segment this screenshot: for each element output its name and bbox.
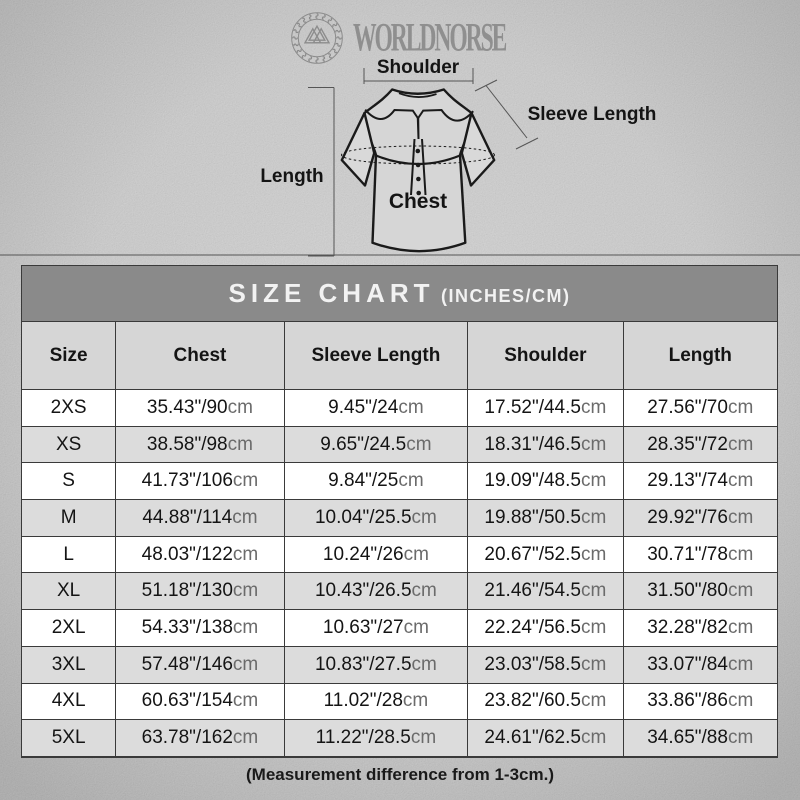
svg-text:Sleeve Length: Sleeve Length — [528, 104, 657, 125]
svg-text:Chest: Chest — [389, 190, 447, 213]
svg-text:Shoulder: Shoulder — [377, 57, 460, 78]
svg-text:Length: Length — [260, 166, 323, 187]
